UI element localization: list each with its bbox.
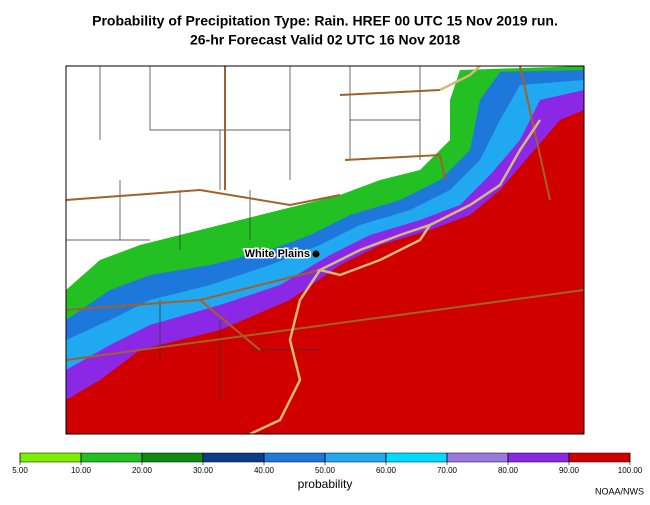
colorbar-tick-label: 80.00 — [498, 466, 519, 475]
colorbar-tick-label: 20.00 — [132, 466, 153, 475]
colorbar-tick-label: 5.00 — [12, 466, 28, 475]
colorbar-bin — [202, 452, 265, 463]
colorbar-tick-label: 60.00 — [376, 466, 397, 475]
colorbar-bin — [385, 452, 448, 463]
colorbar-bin — [263, 452, 326, 463]
title-line-1: Probability of Precipitation Type: Rain.… — [92, 13, 558, 29]
colorbar-bin — [80, 452, 143, 463]
colorbar-bin — [141, 452, 204, 463]
colorbar-tick-label: 90.00 — [559, 466, 580, 475]
colorbar-bin — [324, 452, 387, 463]
credit: NOAA/NWS — [595, 486, 644, 496]
colorbar-tick-label: 50.00 — [315, 466, 336, 475]
map-frame — [65, 65, 585, 435]
colorbar: 5.00 10.00 20.00 30.00 40.00 50.00 60.00 70.00 8… — [12, 452, 643, 475]
city-marker — [312, 250, 320, 258]
city-label: White Plains — [245, 248, 310, 260]
map — [66, 66, 584, 434]
colorbar-bin — [507, 452, 570, 463]
colorbar-tick-label: 70.00 — [437, 466, 458, 475]
colorbar-bin — [19, 452, 82, 463]
colorbar-label: probability — [298, 477, 353, 491]
colorbar-tick-label: 30.00 — [193, 466, 214, 475]
colorbar-tick-label: 40.00 — [254, 466, 275, 475]
colorbar-bin — [568, 452, 631, 463]
title-line-2: 26-hr Forecast Valid 02 UTC 16 Nov 2018 — [190, 32, 460, 48]
colorbar-bin — [446, 452, 509, 463]
colorbar-tick-label: 10.00 — [71, 466, 92, 475]
colorbar-tick-label: 100.00 — [618, 466, 643, 475]
